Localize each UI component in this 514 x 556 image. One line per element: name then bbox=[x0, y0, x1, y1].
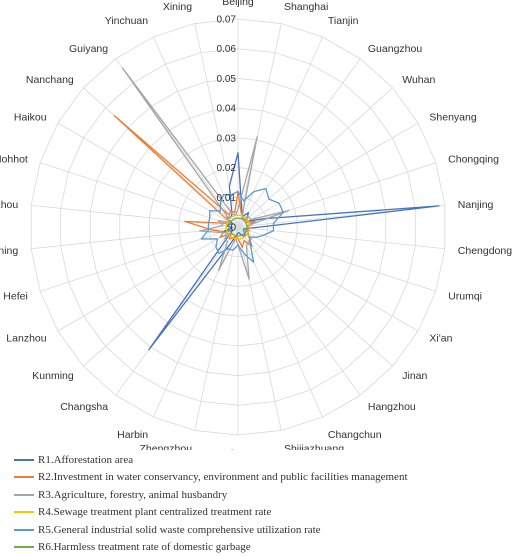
radial-tick-label: 0.06 bbox=[217, 44, 237, 55]
grid-spoke bbox=[83, 227, 238, 366]
grid-spoke bbox=[238, 227, 418, 331]
grid-spoke bbox=[116, 227, 238, 395]
radial-tick-label: 0 bbox=[230, 223, 236, 234]
category-label: Fuzhou bbox=[0, 199, 18, 211]
category-label: Changsha bbox=[60, 401, 108, 413]
grid-spoke bbox=[153, 227, 238, 417]
grid-spoke bbox=[238, 37, 323, 227]
legend-item: R2.Investment in water conservancy, envi… bbox=[14, 469, 504, 487]
radar-grid bbox=[31, 19, 445, 435]
legend-swatch bbox=[14, 476, 34, 478]
grid-spoke bbox=[238, 227, 360, 395]
category-label: Shenyang bbox=[429, 112, 476, 124]
legend: R1.Afforestation area R2.Investment in wa… bbox=[14, 451, 504, 556]
radial-tick-label: 0.02 bbox=[217, 163, 237, 174]
legend-item: R1.Afforestation area bbox=[14, 451, 504, 469]
grid-spoke bbox=[238, 227, 445, 249]
category-label: Beijing bbox=[222, 0, 254, 8]
category-label: Chongqing bbox=[448, 154, 499, 166]
radial-tick-label: 0.04 bbox=[217, 104, 237, 115]
series-line-r1 bbox=[149, 153, 439, 350]
category-label: Changchun bbox=[328, 429, 382, 441]
category-label: Chengdong bbox=[458, 245, 512, 257]
legend-swatch bbox=[14, 494, 34, 496]
category-label: Jinan bbox=[402, 370, 427, 382]
grid-spoke bbox=[31, 227, 238, 249]
category-label: Urumqi bbox=[448, 290, 482, 302]
legend-label: R1.Afforestation area bbox=[38, 454, 133, 466]
category-label: Nanchang bbox=[26, 74, 74, 86]
radial-tick-label: 0.05 bbox=[217, 74, 237, 85]
grid-spoke bbox=[238, 227, 436, 291]
grid-spoke bbox=[238, 88, 393, 227]
category-label: Shijiazhuang bbox=[284, 443, 344, 450]
category-label: Hefei bbox=[3, 290, 28, 302]
grid-spoke bbox=[238, 227, 393, 366]
legend-item: R6.Harmless treatment rate of domestic g… bbox=[14, 539, 504, 556]
category-label: Hohhot bbox=[0, 154, 28, 166]
category-label: Shanghai bbox=[284, 1, 328, 13]
grid-spoke bbox=[40, 227, 238, 291]
category-label: Taiyuan bbox=[220, 448, 256, 450]
grid-spoke bbox=[31, 205, 238, 227]
legend-item: R3.Agriculture, forestry, animal husband… bbox=[14, 486, 504, 504]
radial-tick-label: 0.03 bbox=[217, 133, 237, 144]
category-label: Guangzhou bbox=[368, 43, 422, 55]
legend-item: R4.Sewage treatment plant centralized tr… bbox=[14, 504, 504, 522]
category-label: Haikou bbox=[14, 112, 47, 124]
radar-chart: 0 0.01 0.02 0.03 0.04 0.05 0.06 0.07 Beijing Sha… bbox=[0, 0, 514, 450]
category-label: Hangzhou bbox=[368, 401, 416, 413]
grid-spoke bbox=[58, 123, 238, 227]
category-label: Xining bbox=[163, 1, 192, 13]
legend-swatch bbox=[14, 511, 34, 513]
category-label: Zhengzhou bbox=[140, 443, 193, 450]
radial-tick-label: 0.01 bbox=[217, 193, 237, 204]
grid-spoke bbox=[40, 163, 238, 227]
legend-swatch bbox=[14, 546, 34, 548]
category-label: Lanzhou bbox=[6, 333, 46, 345]
category-label: Xi'an bbox=[429, 333, 452, 345]
category-label: Harbin bbox=[117, 429, 148, 441]
grid-spoke bbox=[238, 24, 281, 227]
radial-tick-labels: 0 0.01 0.02 0.03 0.04 0.05 0.06 0.07 bbox=[217, 15, 237, 234]
legend-label: R2.Investment in water conservancy, envi… bbox=[38, 471, 408, 483]
category-label: Tianjin bbox=[328, 15, 359, 27]
legend-label: R3.Agriculture, forestry, animal husband… bbox=[38, 489, 227, 501]
legend-item: R5.General industrial solid waste compre… bbox=[14, 521, 504, 539]
category-label: Kunming bbox=[32, 370, 74, 382]
grid-spoke bbox=[238, 227, 323, 417]
legend-label: R4.Sewage treatment plant centralized tr… bbox=[38, 506, 271, 518]
legend-label: R5.General industrial solid waste compre… bbox=[38, 524, 321, 536]
legend-label: R6.Harmless treatment rate of domestic g… bbox=[38, 541, 251, 553]
grid-spoke bbox=[58, 227, 238, 331]
category-label: Nanjing bbox=[458, 199, 494, 211]
grid-spoke bbox=[238, 227, 281, 430]
legend-swatch bbox=[14, 529, 34, 531]
category-label: Nanning bbox=[0, 245, 18, 257]
grid-spoke bbox=[83, 88, 238, 227]
category-label: Guiyang bbox=[69, 43, 108, 55]
category-label: Wuhan bbox=[402, 74, 435, 86]
category-label: Yinchuan bbox=[105, 15, 149, 27]
radial-tick-label: 0.07 bbox=[217, 15, 237, 26]
grid-spoke bbox=[195, 227, 238, 430]
legend-swatch bbox=[14, 459, 34, 461]
